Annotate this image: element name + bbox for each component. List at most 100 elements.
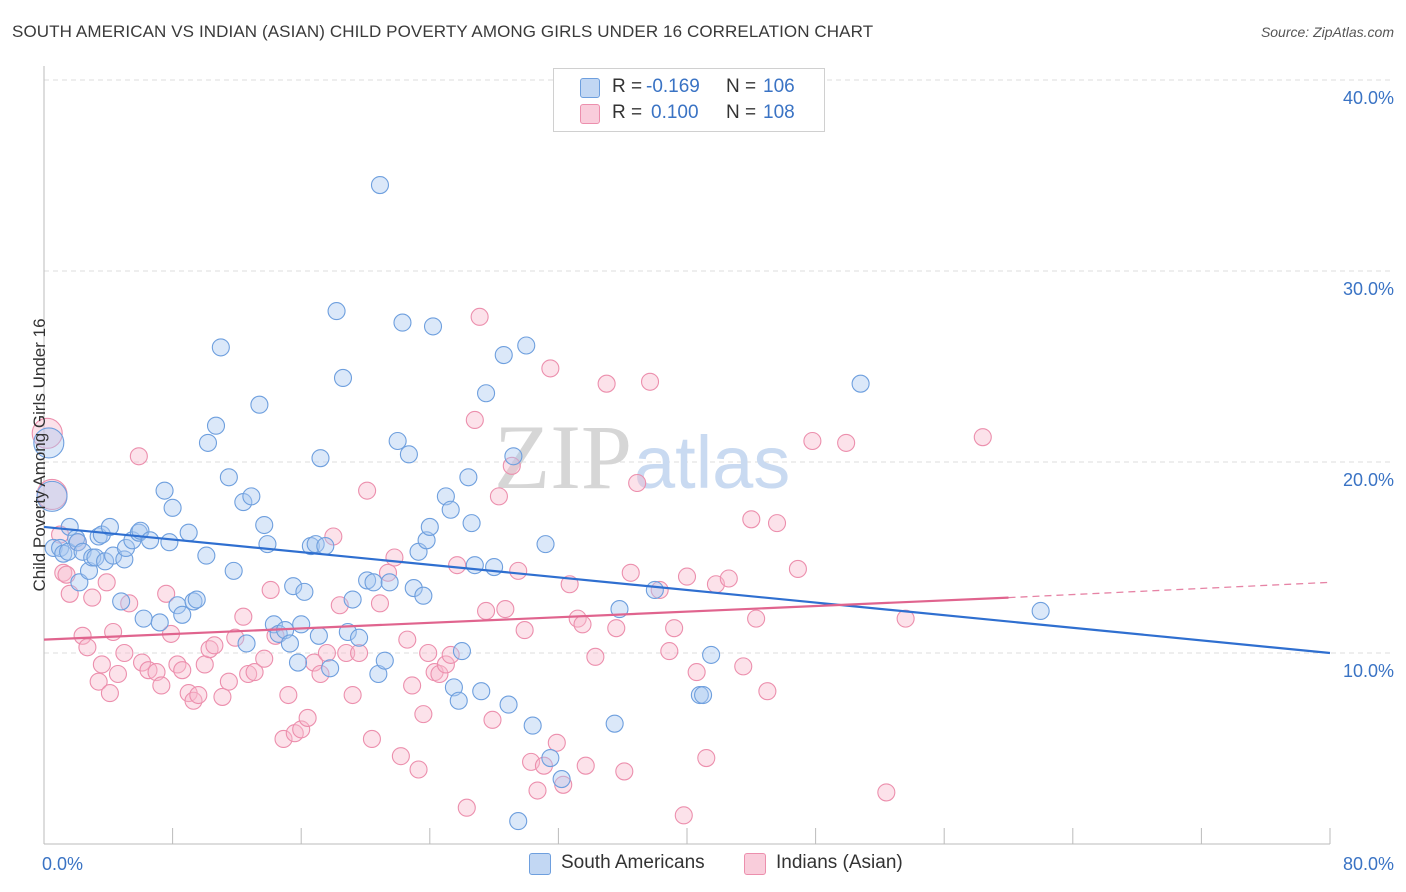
x-tick-label: 0.0% <box>42 854 83 874</box>
data-point <box>747 609 766 628</box>
data-point <box>477 384 496 403</box>
data-point <box>758 682 777 701</box>
data-point <box>31 417 63 449</box>
data-point <box>157 584 176 603</box>
data-point <box>573 615 592 634</box>
trend-line-indians-extension <box>1008 581 1331 599</box>
data-point <box>483 710 502 729</box>
data-point <box>515 621 534 640</box>
data-point <box>255 649 274 668</box>
data-point <box>398 630 417 649</box>
data-point <box>660 642 679 661</box>
data-point <box>134 609 153 628</box>
data-point <box>436 655 455 674</box>
data-point <box>36 480 68 512</box>
data-point <box>86 548 105 567</box>
data-point <box>465 556 484 575</box>
data-point <box>640 372 660 391</box>
legend-r-label: R = <box>612 76 643 97</box>
data-point <box>607 619 626 638</box>
data-point <box>89 672 108 691</box>
data-point <box>321 659 340 678</box>
watermark-atlas: atlas <box>634 421 790 504</box>
data-point <box>179 523 198 542</box>
data-point <box>462 514 481 533</box>
data-point <box>837 433 856 452</box>
data-point <box>536 535 555 554</box>
data-point <box>719 569 738 588</box>
data-point <box>292 615 311 634</box>
source-label: Source: ZipAtlas.com <box>1260 24 1394 40</box>
series-south-americans-points <box>33 176 1050 831</box>
blue-swatch <box>529 853 551 875</box>
data-point <box>261 580 280 600</box>
data-point <box>219 468 238 487</box>
correlation-legend: R = -0.169 N = 106 R = 0.100 N = 108 <box>553 68 825 132</box>
data-point <box>317 643 336 663</box>
legend-n-label: N = <box>726 76 757 97</box>
data-point <box>472 682 491 701</box>
data-point <box>605 714 624 733</box>
legend-r-value: -0.169 <box>646 76 700 97</box>
data-point <box>358 481 377 500</box>
data-point <box>420 517 439 536</box>
data-point <box>327 302 346 321</box>
data-point <box>44 538 63 558</box>
data-point <box>388 431 407 451</box>
data-point <box>378 563 398 582</box>
data-point <box>385 548 404 567</box>
data-point <box>457 798 476 817</box>
data-point <box>292 720 311 739</box>
data-point <box>219 672 238 691</box>
data-point <box>370 594 390 613</box>
data-point <box>266 626 285 645</box>
data-point <box>517 336 536 355</box>
data-point <box>403 676 422 695</box>
legend-r-label: R = <box>612 102 643 123</box>
data-point <box>615 762 634 781</box>
data-point <box>375 651 394 670</box>
data-point <box>184 691 203 710</box>
data-point <box>197 546 216 565</box>
data-point <box>100 684 119 703</box>
data-point <box>333 368 353 388</box>
data-point <box>213 687 232 706</box>
trend-line-south-americans <box>43 525 1331 655</box>
data-point <box>274 729 293 749</box>
data-point <box>129 447 148 466</box>
data-point <box>541 748 560 768</box>
data-point <box>417 531 436 550</box>
data-point <box>534 756 553 775</box>
data-point <box>803 431 822 451</box>
data-point <box>414 705 433 724</box>
data-point <box>973 428 992 447</box>
data-point <box>568 609 587 628</box>
pink-swatch <box>580 104 600 124</box>
data-point <box>499 695 518 714</box>
data-point <box>100 517 119 536</box>
data-point <box>528 781 547 800</box>
data-point <box>1031 601 1050 621</box>
legend-n-value: 106 <box>763 76 795 97</box>
data-point <box>163 498 182 517</box>
data-point <box>255 515 274 535</box>
y-tick-label: 20.0% <box>1343 470 1394 490</box>
data-point <box>73 626 92 645</box>
data-point <box>226 628 245 647</box>
data-point <box>155 481 174 500</box>
data-point <box>742 510 761 529</box>
data-point <box>489 487 508 506</box>
y-tick-label: 10.0% <box>1343 661 1394 681</box>
data-point <box>160 533 179 552</box>
data-point <box>242 487 261 506</box>
data-point <box>665 619 684 638</box>
data-point <box>97 573 116 592</box>
data-point <box>877 783 896 802</box>
data-point <box>465 410 484 430</box>
y-axis-label: Child Poverty Among Girls Under 16 <box>30 318 49 592</box>
data-point <box>147 663 166 682</box>
data-point <box>83 588 102 607</box>
data-point <box>502 456 521 475</box>
data-point <box>284 577 303 596</box>
